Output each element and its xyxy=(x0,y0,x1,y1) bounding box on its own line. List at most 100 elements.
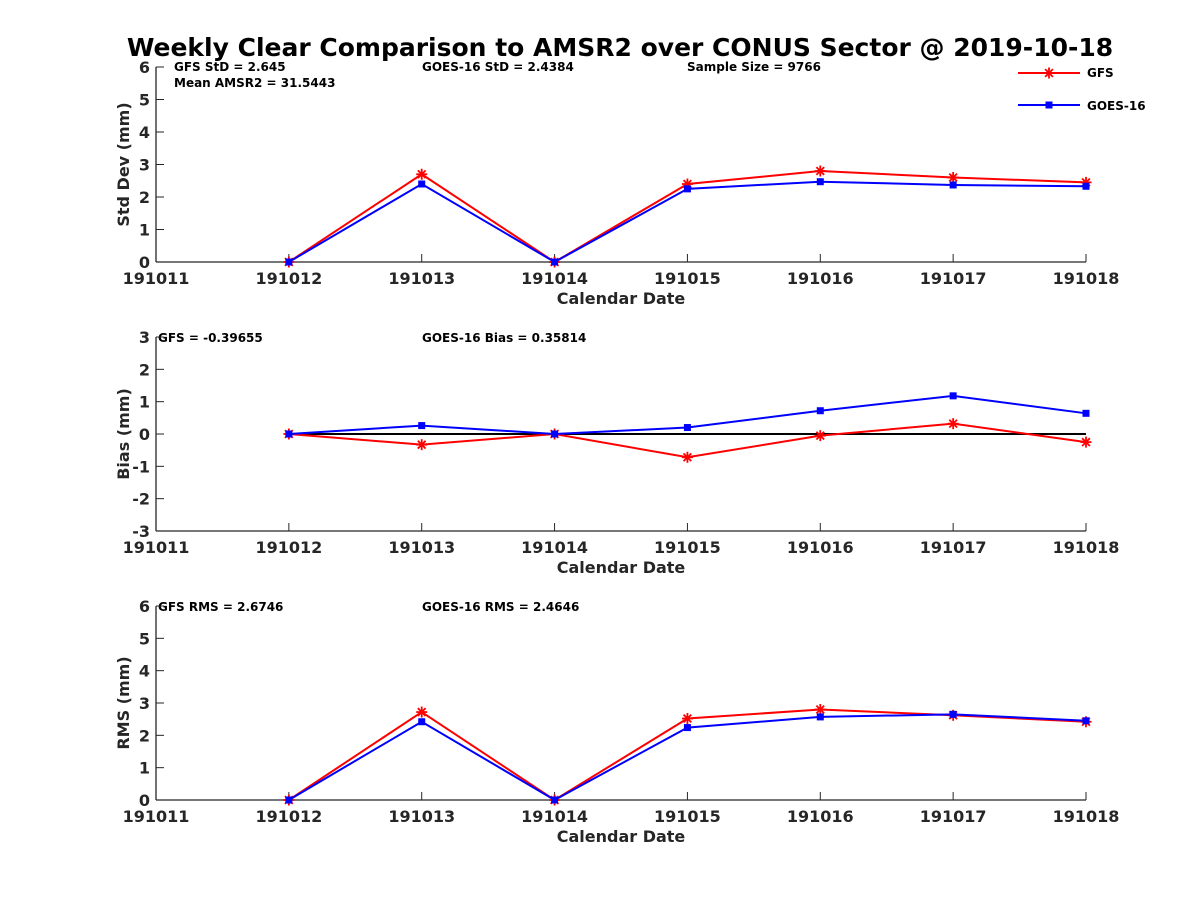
goes16-data-point xyxy=(949,181,957,189)
goes16-data-point xyxy=(418,422,426,430)
gfs-data-point xyxy=(814,703,826,715)
goes16-data-point xyxy=(551,430,559,438)
x-tick-label: 191014 xyxy=(521,269,588,288)
x-tick-label: 191015 xyxy=(654,269,721,288)
y-tick-label: -3 xyxy=(132,522,150,541)
legend: GFS GOES-16 xyxy=(1018,66,1146,113)
goes16-data-point xyxy=(1082,717,1090,725)
legend-gfs-label: GFS xyxy=(1087,66,1114,80)
gfs-std-annotation: GFS StD = 2.645 xyxy=(174,60,286,74)
x-tick-label: 191012 xyxy=(255,807,322,826)
y-tick-label: 2 xyxy=(139,360,150,379)
x-tick-label: 191011 xyxy=(123,538,190,557)
gfs-rms-annotation: GFS RMS = 2.6746 xyxy=(158,600,283,614)
gfs-data-point xyxy=(681,451,693,463)
y-tick-label: 0 xyxy=(139,425,150,444)
x-axis-label: Calendar Date xyxy=(557,827,686,846)
y-tick-label: 1 xyxy=(139,221,150,240)
goes16-std-annotation: GOES-16 StD = 2.4384 xyxy=(422,60,574,74)
gfs-data-point xyxy=(947,172,959,183)
goes16-data-point xyxy=(816,178,824,186)
y-tick-label: 3 xyxy=(139,694,150,713)
goes16-data-point xyxy=(551,258,559,266)
x-tick-label: 191013 xyxy=(388,269,455,288)
gfs-data-point xyxy=(416,168,428,180)
gfs-bias-annotation: GFS = -0.39655 xyxy=(158,331,263,345)
x-tick-label: 191016 xyxy=(787,538,854,557)
goes16-data-point xyxy=(816,713,824,721)
goes16-data-point xyxy=(1082,409,1090,417)
y-axis-label: RMS (mm) xyxy=(114,656,133,749)
x-tick-label: 191015 xyxy=(654,807,721,826)
y-axis-label: Std Dev (mm) xyxy=(114,102,133,226)
x-tick-label: 191017 xyxy=(920,269,987,288)
y-tick-label: 5 xyxy=(139,629,150,648)
y-tick-label: -2 xyxy=(132,490,150,509)
legend-item-gfs: GFS xyxy=(1018,66,1114,80)
mean-amsr2-annotation: Mean AMSR2 = 31.5443 xyxy=(174,76,335,90)
goes16-data-point xyxy=(949,710,957,718)
x-tick-label: 191012 xyxy=(255,538,322,557)
goes16-data-point xyxy=(551,796,559,804)
y-tick-label: 2 xyxy=(139,726,150,745)
goes16-data-point xyxy=(683,424,691,432)
y-tick-label: 5 xyxy=(139,91,150,110)
goes16-data-point xyxy=(683,185,691,193)
gfs-data-point xyxy=(416,706,428,718)
x-tick-label: 191013 xyxy=(388,538,455,557)
y-tick-label: 1 xyxy=(139,759,150,778)
y-tick-label: 6 xyxy=(139,58,150,77)
goes16-data-point xyxy=(418,718,426,726)
goes16-data-point xyxy=(683,724,691,732)
gfs-data-point xyxy=(681,713,693,725)
legend-goes16-label: GOES-16 xyxy=(1087,99,1146,113)
y-tick-label: 4 xyxy=(139,123,150,142)
std-dev-panel: GFS StD = 2.645 Mean AMSR2 = 31.5443 GOE… xyxy=(114,58,1119,308)
x-tick-label: 191014 xyxy=(521,807,588,826)
gfs-data-point xyxy=(416,439,428,451)
y-tick-label: 1 xyxy=(139,393,150,412)
y-tick-label: 4 xyxy=(139,662,150,681)
x-tick-label: 191017 xyxy=(920,807,987,826)
goes16-data-point xyxy=(285,258,293,266)
y-tick-label: 0 xyxy=(139,791,150,810)
figure-title: Weekly Clear Comparison to AMSR2 over CO… xyxy=(127,33,1113,62)
x-tick-label: 191016 xyxy=(787,269,854,288)
goes16-data-point xyxy=(418,180,426,188)
legend-item-goes16: GOES-16 xyxy=(1018,99,1146,113)
x-tick-label: 191018 xyxy=(1053,269,1120,288)
legend-goes16-marker xyxy=(1045,101,1053,109)
goes16-rms-annotation: GOES-16 RMS = 2.4646 xyxy=(422,600,579,614)
y-tick-label: -1 xyxy=(132,457,150,476)
legend-marker-shape xyxy=(1045,101,1053,109)
x-axis-label: Calendar Date xyxy=(557,558,686,577)
bias-panel: GFS = -0.39655 GOES-16 Bias = 0.35814 -3… xyxy=(114,328,1119,577)
gfs-data-point xyxy=(814,430,826,442)
x-tick-label: 191016 xyxy=(787,807,854,826)
goes16-data-point xyxy=(816,407,824,415)
sample-size-annotation: Sample Size = 9766 xyxy=(687,60,821,74)
x-tick-label: 191018 xyxy=(1053,807,1120,826)
legend-gfs-marker xyxy=(1043,67,1055,79)
goes16-data-point xyxy=(285,796,293,804)
x-tick-label: 191014 xyxy=(521,538,588,557)
goes16-data-point xyxy=(285,430,293,438)
y-tick-label: 3 xyxy=(139,328,150,347)
y-tick-label: 0 xyxy=(139,253,150,272)
x-tick-label: 191013 xyxy=(388,807,455,826)
goes16-series-line xyxy=(288,180,1087,264)
legend-marker-shape xyxy=(1043,67,1055,79)
y-tick-label: 2 xyxy=(139,188,150,207)
gfs-data-point xyxy=(814,165,826,177)
x-tick-label: 191011 xyxy=(123,807,190,826)
x-tick-label: 191017 xyxy=(920,538,987,557)
y-tick-label: 6 xyxy=(139,597,150,616)
x-axis-label: Calendar Date xyxy=(557,289,686,308)
gfs-data-point xyxy=(947,418,959,430)
x-tick-label: 191018 xyxy=(1053,538,1120,557)
goes16-data-point xyxy=(1082,182,1090,190)
x-tick-label: 191012 xyxy=(255,269,322,288)
y-axis-label: Bias (mm) xyxy=(114,388,133,480)
goes16-data-point xyxy=(949,392,957,400)
x-tick-label: 191011 xyxy=(123,269,190,288)
